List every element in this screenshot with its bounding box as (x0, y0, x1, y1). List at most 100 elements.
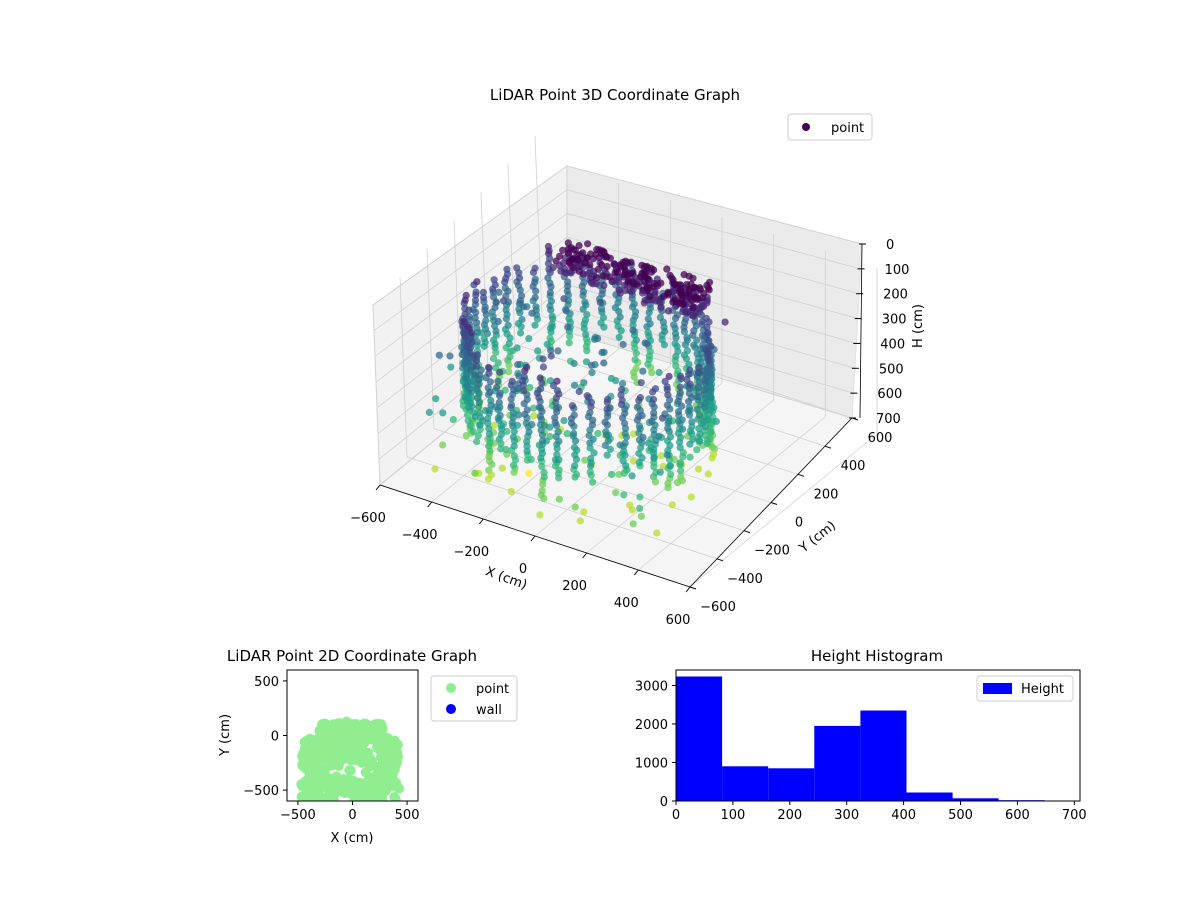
point-3d (431, 465, 439, 473)
gridline-z-left (372, 165, 568, 306)
point-3d (611, 269, 619, 277)
point-3d (503, 310, 511, 319)
point-3d (688, 297, 696, 305)
z-tick-label-3d: 100 (885, 263, 910, 278)
point-3d (439, 441, 447, 449)
point-3d (531, 264, 539, 272)
point-3d (695, 363, 703, 371)
point-3d (646, 320, 654, 328)
legend-2d: point wall (430, 675, 518, 722)
x-tick-3d (633, 569, 639, 576)
point-3d (551, 456, 560, 464)
point-3d (587, 455, 595, 463)
point-3d (469, 428, 477, 436)
point-3d (632, 308, 640, 316)
point-3d (538, 462, 546, 471)
point-3d (696, 305, 704, 313)
point-3d (553, 387, 562, 395)
point-3d (615, 470, 623, 479)
point-3d (588, 369, 596, 377)
point-3d (499, 297, 508, 305)
point-3d (701, 386, 709, 394)
point-3d (610, 260, 619, 268)
point-3d (534, 347, 542, 355)
point-2d (301, 791, 312, 801)
legend-2d-point-marker (446, 683, 456, 693)
point-2d (357, 795, 368, 801)
point-3d (683, 334, 691, 342)
point-3d (538, 445, 546, 454)
point-3d (463, 411, 472, 419)
point-3d (604, 395, 612, 403)
point-3d (555, 466, 563, 474)
point-3d (602, 428, 610, 436)
point-3d (658, 414, 667, 422)
point-3d (557, 267, 565, 275)
legend-3d-point-label: point (831, 121, 864, 136)
point-3d (677, 375, 685, 383)
point-3d (546, 334, 554, 342)
point-2d (331, 779, 342, 790)
point-3d (630, 300, 638, 308)
point-3d (576, 517, 585, 525)
y-tick-3d (716, 558, 724, 562)
point-3d (696, 430, 704, 438)
point-3d (695, 383, 703, 391)
point-3d (559, 246, 567, 254)
x-tick-3d (375, 484, 381, 491)
x-tick-label-2d: 0 (348, 808, 356, 823)
point-3d (547, 346, 555, 355)
point-3d (520, 387, 528, 395)
point-3d (682, 315, 690, 323)
point-3d (679, 448, 687, 457)
z-tick-label-3d: 500 (879, 362, 904, 377)
point-3d (501, 386, 509, 394)
point-3d (485, 364, 493, 372)
point-3d (473, 324, 481, 332)
point-3d (637, 273, 645, 281)
point-3d (482, 316, 490, 325)
point-3d (537, 421, 545, 429)
x-tick-3d (530, 535, 536, 542)
3d-tick-labels: −600−400−2000200400600−600−400−200020040… (350, 238, 909, 628)
point-3d (612, 489, 620, 497)
point-3d (606, 273, 614, 281)
point-3d (531, 321, 539, 329)
x-tick-label-3d: −400 (402, 528, 438, 543)
2d-points (296, 716, 405, 801)
y-tick-3d (770, 502, 778, 505)
point-3d (586, 468, 594, 476)
point-3d (494, 359, 502, 367)
point-3d (467, 329, 475, 337)
scatter3d-chart: LiDAR Point 3D Coordinate Graph −600 −400… (350, 86, 926, 628)
legend-hist-label: Height (1021, 682, 1064, 697)
point-3d (675, 408, 683, 416)
point-2d (363, 723, 374, 734)
point-3d (651, 289, 659, 297)
point-3d (507, 488, 515, 496)
point-2d (333, 726, 344, 737)
point-3d (621, 429, 629, 438)
point-3d (492, 327, 500, 335)
x-tick-label-hist: 400 (891, 808, 916, 823)
x-tick-label-hist: 300 (834, 808, 859, 823)
point-3d (509, 390, 517, 398)
point-3d (653, 529, 661, 537)
point-2d (323, 727, 334, 738)
point-3d (690, 327, 698, 335)
point-3d (606, 254, 615, 262)
point-3d (691, 309, 699, 318)
x-axis-label-2d: X (cm) (331, 831, 374, 846)
point-3d (515, 274, 524, 282)
point-3d (646, 292, 654, 300)
point-3d (504, 321, 512, 329)
point-3d (538, 487, 546, 495)
point-3d (676, 383, 684, 391)
point-3d (490, 336, 498, 344)
y-tick-label-hist: 0 (660, 795, 668, 810)
x-tick-label-2d: 500 (395, 808, 420, 823)
point-3d (703, 436, 711, 444)
point-3d (575, 242, 583, 250)
y-tick-3d (689, 586, 697, 590)
point-3d (657, 452, 665, 460)
